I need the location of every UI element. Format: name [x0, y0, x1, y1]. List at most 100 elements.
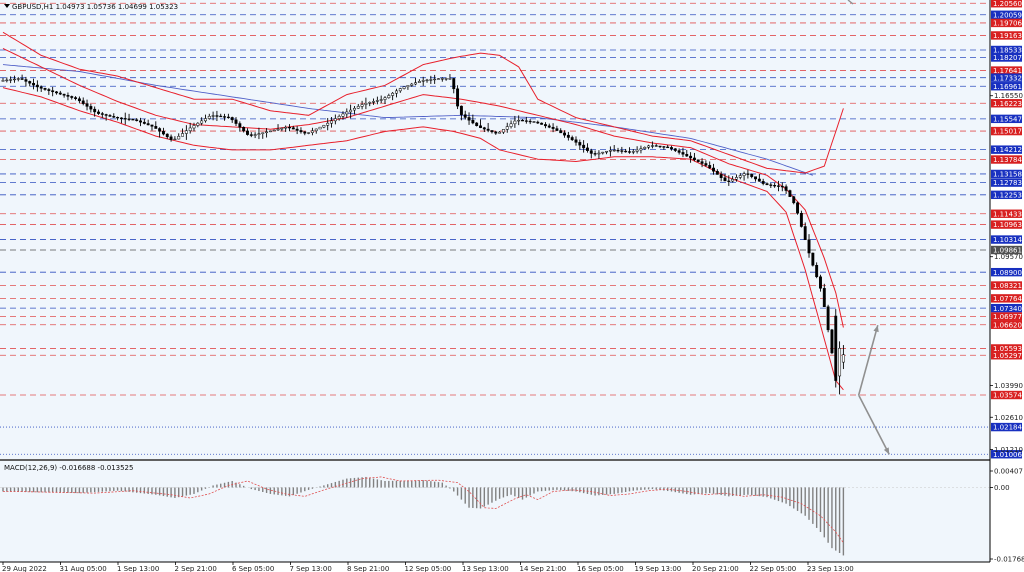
candle-body: [383, 97, 387, 100]
main-plot-background: [0, 0, 990, 459]
candle-body: [780, 185, 784, 188]
candle-8: [32, 78, 36, 90]
candle-83: [318, 126, 322, 130]
candle-body: [547, 125, 551, 128]
candle-155: [593, 150, 597, 157]
candle-178: [681, 147, 685, 158]
candle-body: [330, 120, 333, 124]
time-tick-label-7: 12 Sep 05:00: [405, 565, 452, 572]
candle-145: [555, 125, 559, 132]
candle-body: [731, 179, 735, 182]
time-tick-label-6: 8 Sep 21:00: [347, 565, 389, 572]
candle-body: [5, 79, 9, 82]
candle-body: [612, 149, 616, 152]
candle-76: [291, 125, 295, 130]
candle-body: [20, 78, 24, 80]
candle-body: [738, 175, 742, 178]
price-tick-label-0: 1.16550: [994, 92, 1023, 100]
candle-172: [658, 145, 662, 149]
candle-body: [62, 93, 66, 96]
candle-127: [486, 122, 490, 133]
candle-body: [169, 136, 173, 140]
candle-34: [131, 118, 135, 121]
candle-body: [563, 132, 566, 136]
candle-body: [219, 115, 223, 118]
candle-body: [639, 148, 643, 151]
candle-body: [215, 115, 219, 117]
candle-100: [383, 96, 387, 104]
candle-body: [727, 180, 731, 182]
candle-body: [631, 151, 635, 153]
candle-body: [704, 163, 708, 166]
level-label-25: 1.06977: [993, 313, 1022, 321]
macd-layer: [0, 476, 990, 556]
candle-body: [830, 329, 834, 354]
candle-body: [307, 132, 311, 134]
candle-174: [666, 144, 670, 149]
candle-75: [288, 124, 291, 132]
candle-218: [834, 309, 838, 388]
candle-122: [467, 112, 471, 125]
level-label-bg-5: [991, 53, 1022, 62]
candle-56: [215, 110, 219, 122]
candle-body: [777, 185, 780, 187]
candle-body: [85, 103, 89, 107]
candle-body: [200, 120, 204, 124]
candle-body: [643, 146, 647, 149]
macd-tick-label-0: 0.00407: [994, 468, 1023, 476]
candle-body: [482, 127, 486, 130]
candle-85: [326, 118, 330, 131]
candle-69: [265, 128, 269, 138]
candle-149: [570, 135, 574, 141]
candle-113: [433, 74, 437, 84]
candle-88: [337, 114, 341, 121]
level-label-2: 1.19706: [993, 20, 1022, 28]
candle-body: [433, 78, 437, 81]
candle-body: [666, 146, 670, 149]
candle-32: [123, 112, 127, 125]
candle-48: [184, 125, 188, 140]
candle-173: [662, 146, 666, 150]
level-label-bg-31: [991, 450, 1022, 459]
candle-210: [803, 222, 807, 241]
candle-body: [586, 147, 589, 151]
candle-body: [578, 142, 582, 146]
candle-body: [410, 83, 414, 86]
level-label-bg-1: [991, 10, 1022, 19]
candle-body: [475, 122, 479, 127]
candle-78: [299, 127, 303, 134]
level-label-13: 1.13784: [993, 156, 1022, 164]
candle-25: [97, 109, 100, 115]
candle-200: [765, 182, 769, 186]
time-tick-label-9: 14 Sep 21:00: [520, 565, 567, 572]
level-label-22: 1.08321: [993, 282, 1022, 290]
candle-43: [165, 133, 169, 139]
candle-body: [146, 123, 150, 126]
candle-body: [559, 130, 563, 134]
candle-70: [268, 130, 272, 133]
candle-body: [593, 153, 597, 155]
candle-body: [689, 155, 693, 159]
candle-117: [448, 74, 452, 80]
candle-body: [97, 111, 100, 114]
candle-99: [379, 95, 383, 104]
candle-body: [398, 88, 402, 92]
candle-body: [89, 106, 93, 110]
candle-body: [761, 181, 765, 184]
macd-signal-line: [3, 476, 844, 544]
time-tick-label-8: 13 Sep 13:00: [462, 565, 509, 572]
candle-133: [509, 120, 513, 129]
price-tick-label-4: 1.01210: [994, 446, 1023, 454]
candle-body: [734, 177, 738, 180]
candle-45: [173, 136, 177, 141]
candle-body: [131, 119, 135, 121]
level-label-bg-6: [991, 66, 1022, 75]
level-label-18: 1.10963: [993, 221, 1022, 229]
level-label-19: 1.10314: [993, 236, 1022, 244]
candle-112: [429, 75, 433, 84]
candle-body: [77, 98, 81, 102]
candle-body: [310, 130, 314, 133]
candle-body: [372, 101, 375, 103]
candle-211: [807, 234, 811, 258]
